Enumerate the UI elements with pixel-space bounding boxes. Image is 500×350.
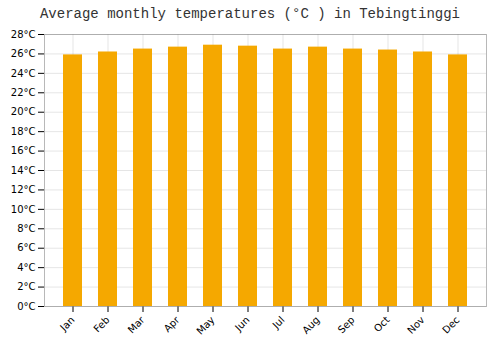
svg-text:Mar: Mar bbox=[126, 314, 148, 336]
svg-text:Jan: Jan bbox=[57, 314, 76, 333]
svg-text:Dec: Dec bbox=[440, 314, 461, 335]
svg-text:12°C: 12°C bbox=[11, 184, 36, 195]
svg-text:2°C: 2°C bbox=[17, 281, 35, 292]
html-text:Average monthly temperatures (: Average monthly temperatures (°C ) in Te… bbox=[40, 6, 460, 22]
svg-text:26°C: 26°C bbox=[11, 48, 36, 59]
svg-text:0°C: 0°C bbox=[17, 301, 35, 312]
svg-text:20°C: 20°C bbox=[11, 106, 36, 117]
svg-text:22°C: 22°C bbox=[11, 87, 36, 98]
svg-text:8°C: 8°C bbox=[17, 223, 35, 234]
svg-text:28°C: 28°C bbox=[11, 29, 36, 40]
svg-text:Apr: Apr bbox=[162, 314, 183, 335]
svg-text:18°C: 18°C bbox=[11, 126, 36, 137]
svg-text:Aug: Aug bbox=[300, 314, 322, 336]
svg-text:6°C: 6°C bbox=[17, 242, 35, 253]
svg-text:Jul: Jul bbox=[270, 314, 287, 331]
svg-text:24°C: 24°C bbox=[11, 68, 36, 79]
svg-text:14°C: 14°C bbox=[11, 165, 36, 176]
svg-text:16°C: 16°C bbox=[11, 145, 36, 156]
svg-text:Oct: Oct bbox=[372, 314, 392, 334]
svg-text:Jun: Jun bbox=[232, 314, 252, 334]
svg-text:Nov: Nov bbox=[405, 314, 427, 336]
svg-text:4°C: 4°C bbox=[17, 262, 35, 273]
svg-text:10°C: 10°C bbox=[11, 204, 36, 215]
svg-text:May: May bbox=[194, 314, 216, 336]
svg-text:Sep: Sep bbox=[336, 314, 357, 335]
svg-text:Feb: Feb bbox=[91, 314, 111, 334]
